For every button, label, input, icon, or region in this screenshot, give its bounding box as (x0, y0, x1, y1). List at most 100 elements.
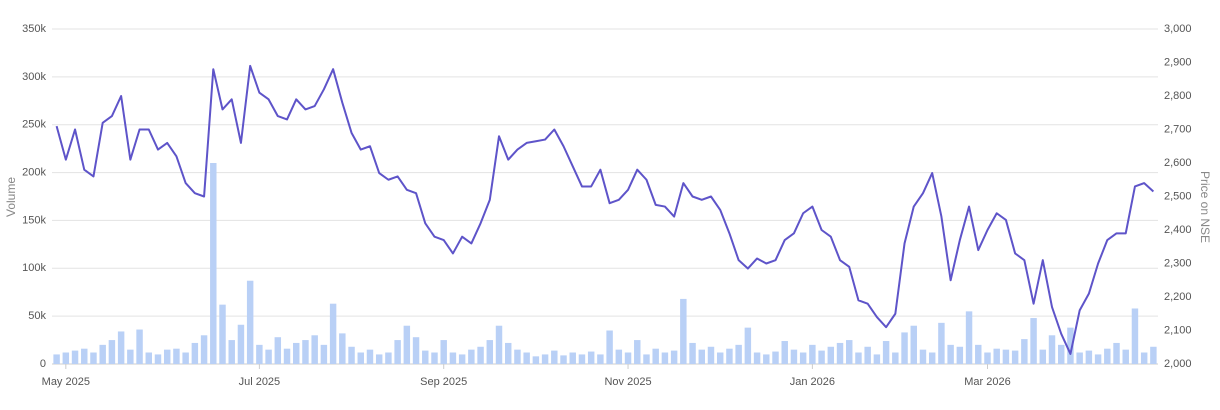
volume-bar (984, 352, 991, 364)
volume-bar (81, 348, 88, 364)
y2-tick-label: 2,900 (1164, 56, 1192, 68)
y2-tick-label: 2,000 (1164, 358, 1192, 370)
volume-bar (1030, 318, 1037, 364)
volume-bar (302, 340, 309, 364)
volume-bar (1039, 349, 1047, 364)
volume-bar (375, 354, 383, 364)
volume-bar (320, 344, 328, 364)
volume-bar (62, 352, 70, 364)
volume-bar (938, 322, 945, 364)
volume-bar (615, 349, 623, 364)
volume-bar (643, 354, 650, 364)
x-tick-label: Jul 2025 (239, 376, 281, 388)
y2-tick-label: 2,500 (1164, 190, 1192, 202)
volume-bar (551, 350, 558, 364)
price-line (55, 64, 1155, 355)
volume-bar (763, 354, 770, 364)
volume-bar (873, 354, 881, 364)
volume-bar (1021, 339, 1028, 364)
volume-bar (163, 349, 171, 364)
volume-bar (827, 346, 835, 364)
volume-bar (735, 344, 742, 364)
volume-bar (882, 341, 890, 364)
volume-bar (541, 354, 549, 364)
volume-bar (366, 349, 374, 364)
x-tick-label: May 2025 (42, 376, 90, 388)
volume-bar (256, 344, 263, 364)
volume-bar (790, 349, 798, 364)
y-tick-label: 0 (40, 358, 46, 370)
volume-bar (486, 340, 494, 364)
volume-bar (928, 352, 936, 364)
volume-bar (431, 352, 438, 364)
volume-bar (689, 342, 696, 364)
volume-bar (1131, 308, 1139, 364)
volume-bar (136, 329, 143, 364)
volume-bar (670, 350, 678, 364)
volume-bar (1122, 349, 1129, 364)
volume-bar (385, 352, 392, 364)
volume-bar (892, 352, 899, 364)
volume-bar (652, 348, 659, 364)
y2-tick-label: 2,200 (1164, 291, 1192, 303)
volume-bar (412, 337, 420, 364)
volume-bar (661, 352, 669, 364)
volume-bar (1150, 346, 1157, 364)
volume-bar (191, 342, 199, 364)
volume-bar (818, 350, 825, 364)
volume-bar (846, 340, 853, 364)
volume-bar (514, 349, 521, 364)
volume-bar (495, 325, 503, 364)
y2-tick-label: 2,100 (1164, 324, 1192, 336)
volume-bar (523, 352, 530, 364)
volume-bar (864, 346, 871, 364)
volume-bar (145, 352, 153, 364)
volume-bar (560, 355, 567, 364)
volume-bar (698, 349, 706, 364)
volume-bar (182, 352, 189, 364)
volume-bar (265, 349, 272, 364)
volume-bar (578, 354, 586, 364)
volume-bar (634, 340, 641, 364)
volume-bar (357, 352, 364, 364)
volume-bar (1057, 344, 1065, 364)
volume-bar (597, 354, 604, 364)
volume-bar (606, 330, 613, 364)
volume-bar (458, 354, 466, 364)
volume-bar (836, 342, 844, 364)
y-tick-label: 250k (22, 119, 46, 131)
volume-bar (975, 344, 982, 364)
y2-tick-label: 2,300 (1164, 257, 1192, 269)
volume-bar (468, 349, 475, 364)
volume-bar (200, 335, 208, 364)
volume-bar (680, 298, 687, 364)
volume-bar (624, 352, 632, 364)
volume-bar (809, 344, 816, 364)
volume-bar (855, 352, 862, 364)
volume-bar (1048, 335, 1056, 364)
volume-bar (422, 350, 429, 364)
volume-bar (1076, 352, 1083, 364)
y-tick-label: 300k (22, 71, 46, 83)
volume-bar (1104, 348, 1111, 364)
volume-bar (246, 280, 254, 364)
volume-bar (1113, 342, 1120, 364)
volume-bar (219, 304, 226, 364)
volume-bar (99, 344, 106, 364)
volume-bar (753, 352, 761, 364)
volume-bar (228, 340, 235, 364)
y2-tick-label: 3,000 (1164, 23, 1192, 35)
volume-bar (90, 352, 97, 364)
volume-bar (394, 340, 401, 364)
volume-bar (440, 340, 447, 364)
volume-bar (117, 331, 125, 364)
y-tick-label: 50k (28, 310, 46, 322)
volume-bar (1011, 350, 1019, 364)
volume-bar (403, 325, 411, 364)
volume-bar (587, 351, 595, 364)
volume-bar (919, 349, 927, 364)
volume-bar (154, 354, 162, 364)
volume-bar (339, 333, 346, 364)
volume-bar (127, 349, 134, 364)
